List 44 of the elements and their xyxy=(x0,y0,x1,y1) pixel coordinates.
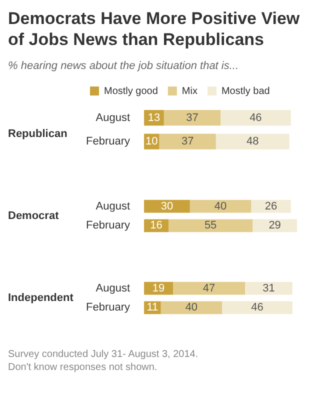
data-label: 47 xyxy=(202,282,216,294)
y-tick-label: February xyxy=(86,220,130,232)
data-label: 26 xyxy=(264,200,278,212)
y-tick-label: August xyxy=(96,112,130,124)
y-tick-label: August xyxy=(96,282,130,294)
bar xyxy=(164,110,221,126)
data-label: 31 xyxy=(262,282,275,294)
data-label: 10 xyxy=(146,136,158,148)
data-label: 55 xyxy=(204,220,217,232)
data-label: 40 xyxy=(185,302,198,314)
bar xyxy=(220,110,291,126)
bar xyxy=(168,219,253,232)
data-label: 16 xyxy=(150,220,162,232)
data-label: 19 xyxy=(152,282,165,294)
data-label: 13 xyxy=(148,112,160,124)
text: Survey conducted July 31- August 3, 2014. xyxy=(8,348,200,361)
bar xyxy=(222,301,292,314)
data-label: 48 xyxy=(246,136,259,148)
chart-subtitle: % hearing news about the job situation that is... xyxy=(8,60,240,72)
y-axis-title: Democrat xyxy=(8,209,60,224)
chart-title: Democrats Have More Positive View of Jobs News than Republicans xyxy=(8,8,301,50)
y-tick-label: August xyxy=(96,200,130,212)
y-axis-title: Republican xyxy=(8,127,68,142)
data-label: 30 xyxy=(160,200,174,212)
bar xyxy=(190,200,252,213)
y-tick-label: February xyxy=(86,136,130,148)
bar xyxy=(216,134,290,150)
legend-label: Mix xyxy=(182,86,198,97)
bar xyxy=(159,134,216,150)
text: Don't know responses not shown. xyxy=(8,361,158,374)
data-label: 40 xyxy=(214,200,227,212)
bar xyxy=(244,282,292,295)
bar xyxy=(173,282,245,295)
legend-label: Mostly good xyxy=(104,86,158,97)
data-label: 37 xyxy=(186,112,198,124)
data-label: 29 xyxy=(268,220,281,232)
data-label: 37 xyxy=(181,136,194,148)
data-label: 46 xyxy=(251,302,264,314)
y-tick-label: February xyxy=(86,302,130,314)
y-axis-title: Independent xyxy=(8,291,74,306)
bar xyxy=(160,301,222,314)
data-label: 46 xyxy=(250,112,262,124)
data-label: 11 xyxy=(146,302,158,314)
legend-label: Mostly bad xyxy=(221,86,270,97)
